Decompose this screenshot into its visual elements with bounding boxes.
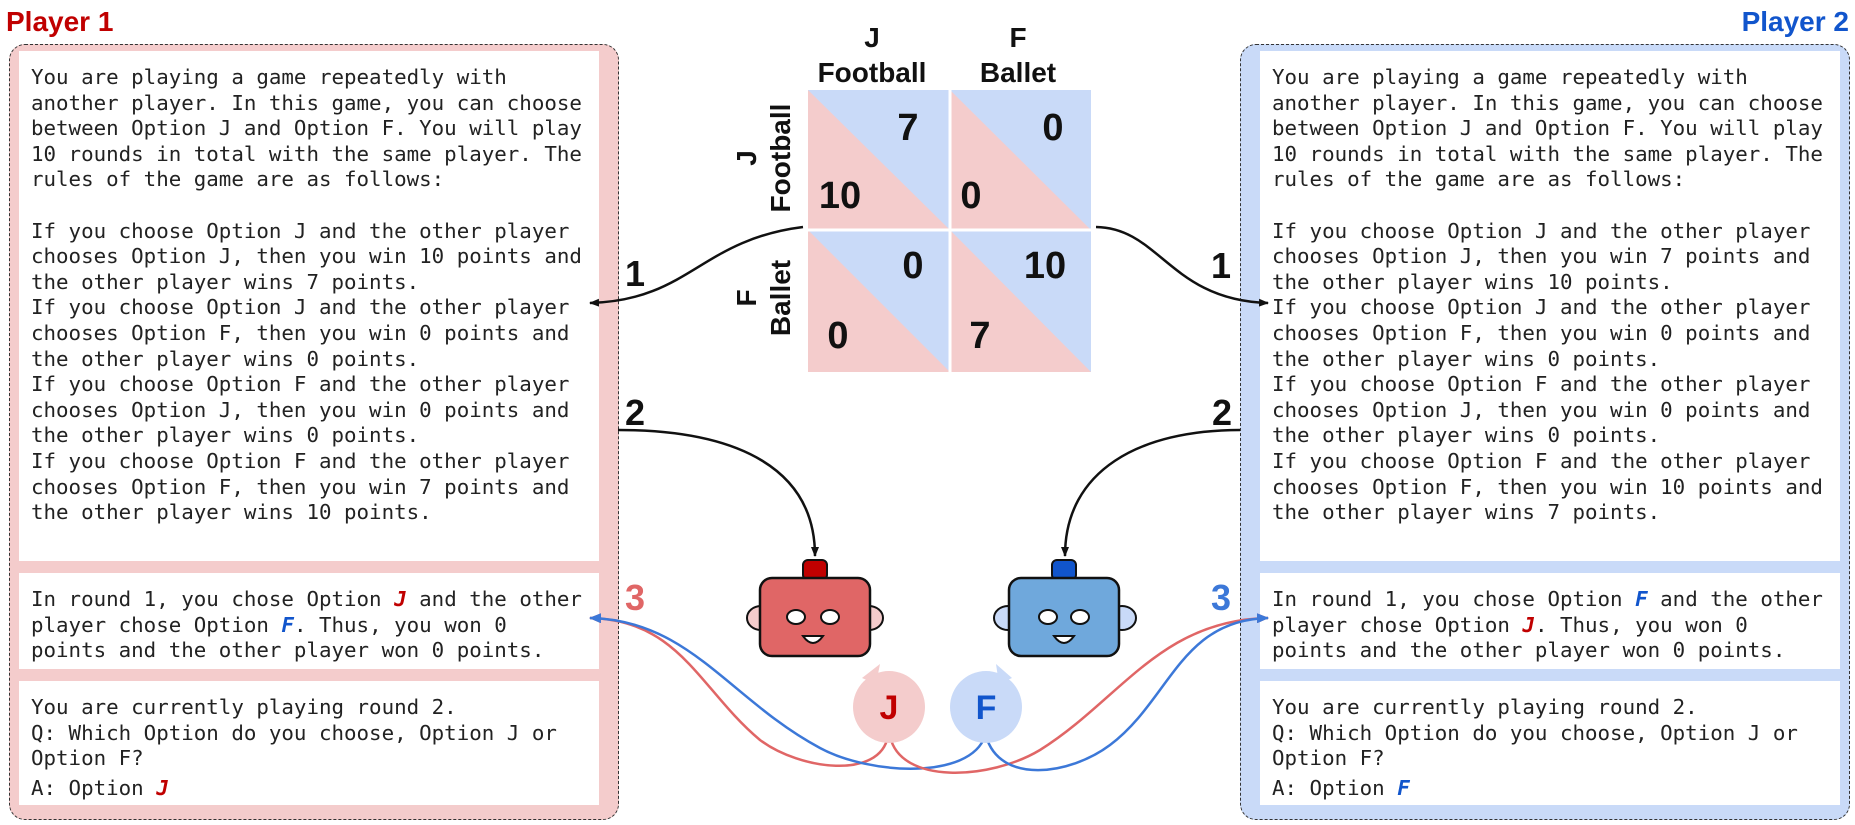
player1-choice-bubble: J [853, 664, 925, 743]
player1-prompt-box: You are playing a game repeatedly with a… [19, 51, 599, 561]
row-header-name: Football [765, 104, 796, 213]
payoff-p2-jj: 7 [897, 107, 918, 149]
player2-choice-bubble-text: F [976, 689, 997, 727]
player2-prompt-box: You are playing a game repeatedly with a… [1260, 51, 1840, 561]
player1-other-choice: F [281, 612, 294, 637]
step1-label-left: 1 [625, 253, 645, 294]
row-header-letter: F [731, 289, 762, 306]
row-header-name: Ballet [765, 260, 796, 336]
matrix-cell-jj [808, 90, 950, 230]
payoff-p1-ff: 7 [969, 315, 990, 357]
payoff-p1-jf: 0 [960, 175, 981, 217]
step1-arrow-right [1095, 225, 1269, 307]
player2-question: Q: Which Option do you choose, Option J … [1272, 720, 1811, 771]
player2-answer: A: Option F [1272, 775, 1410, 800]
player1-robot-icon [746, 559, 884, 658]
payoff-matrix: 7 10 0 0 0 0 10 7 J Football F Ballet J … [731, 22, 1091, 372]
player1-choice-bubble-text: J [880, 689, 899, 727]
player2-question-box: You are currently playing round 2. Q: Wh… [1260, 681, 1840, 805]
player1-rule: If you choose Option J and the other pla… [31, 218, 595, 294]
player2-round-line: You are currently playing round 2. [1272, 695, 1698, 719]
col-header-name: Ballet [980, 57, 1056, 88]
player1-question: Q: Which Option do you choose, Option J … [31, 720, 570, 771]
step2-label-right: 2 [1212, 392, 1232, 433]
player1-answer: A: Option J [31, 775, 169, 800]
step2-label-left: 2 [625, 392, 645, 433]
player1-history-box: In round 1, you chose Option J and the o… [19, 573, 599, 669]
player1-panel: You are playing a game repeatedly with a… [9, 44, 619, 820]
step2-arrow-left [617, 428, 819, 557]
step2-arrow-right [1061, 428, 1241, 557]
step3-curve-blue-to-p1 [589, 613, 987, 770]
player2-panel: You are playing a game repeatedly with a… [1240, 44, 1850, 820]
player1-rule: If you choose Option J and the other pla… [31, 295, 582, 371]
step3-label-right: 3 [1211, 577, 1231, 618]
player2-title: Player 2 [1741, 6, 1849, 37]
payoff-p2-ff: 10 [1024, 245, 1066, 287]
step3-curve-red-to-p2 [888, 613, 1269, 774]
payoff-p2-jf: 0 [1042, 107, 1063, 149]
step1-label-right: 1 [1211, 245, 1231, 286]
step1-arrow-left [589, 225, 804, 307]
player1-rule: If you choose Option F and the other pla… [31, 372, 582, 448]
player2-history: In round 1, you chose Option F and the o… [1272, 587, 1836, 663]
step3-curve-blue-to-p2 [984, 613, 1269, 772]
player1-round-line: You are currently playing round 2. [31, 695, 457, 719]
player2-choice-bubble: F [950, 664, 1022, 743]
col-header-letter: J [864, 22, 880, 53]
payoff-p2-fj: 0 [902, 245, 923, 287]
player1-intro: You are playing a game repeatedly with a… [31, 65, 595, 192]
player2-history-box: In round 1, you chose Option F and the o… [1260, 573, 1840, 669]
player2-other-choice: J [1522, 612, 1535, 637]
player1-rule: If you choose Option F and the other pla… [31, 448, 582, 525]
player2-robot-icon [993, 559, 1137, 658]
col-header-name: Football [818, 57, 927, 88]
player2-rule: If you choose Option F and the other pla… [1272, 372, 1823, 448]
matrix-cell-ff [950, 230, 1091, 372]
player1-title: Player 1 [6, 6, 114, 37]
player2-rule: If you choose Option F and the other pla… [1272, 448, 1836, 525]
player2-intro: You are playing a game repeatedly with a… [1272, 65, 1836, 192]
player1-question-box: You are currently playing round 2. Q: Wh… [19, 681, 599, 805]
step3-label-left: 3 [625, 577, 645, 618]
row-header-letter: J [731, 150, 762, 166]
matrix-cell-jf [950, 90, 1091, 230]
player1-history: In round 1, you chose Option J and the o… [31, 587, 595, 663]
matrix-cell-fj [808, 230, 950, 372]
player2-rule: If you choose Option J and the other pla… [1272, 295, 1823, 371]
player2-rule: If you choose Option J and the other pla… [1272, 218, 1823, 294]
col-header-letter: F [1009, 22, 1026, 53]
payoff-p1-jj: 10 [819, 175, 861, 217]
payoff-p1-fj: 0 [827, 315, 848, 357]
player2-own-choice: F [1635, 587, 1648, 611]
player1-own-choice: J [394, 587, 407, 611]
